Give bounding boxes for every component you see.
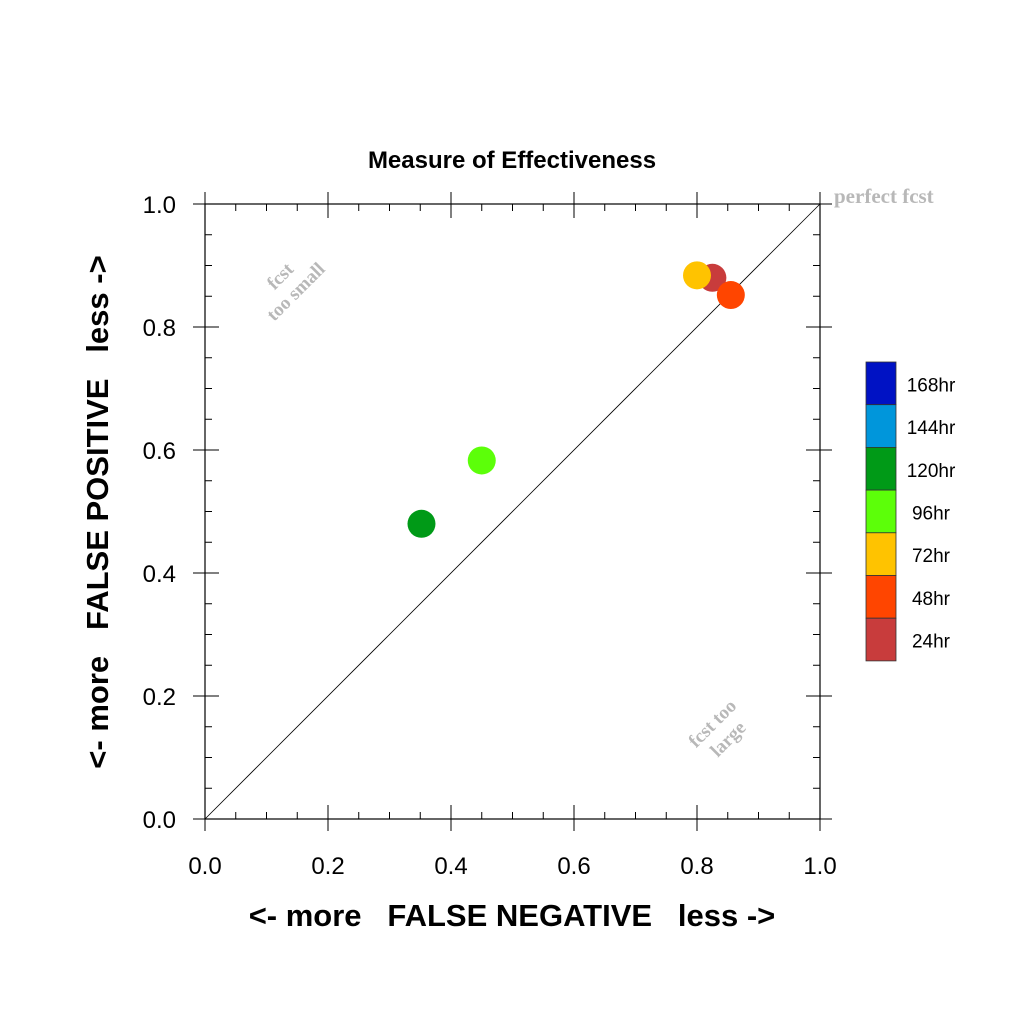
x-tick-label: 0.4 bbox=[434, 853, 467, 880]
legend-swatch-72hr bbox=[865, 532, 897, 576]
annotation-perfect-fcst: perfect fcst bbox=[834, 184, 934, 208]
data-point-72hr bbox=[683, 261, 711, 290]
diagonal-line bbox=[204, 203, 821, 820]
legend-swatch-168hr bbox=[865, 361, 897, 406]
y-tick-label: 0.2 bbox=[143, 684, 176, 711]
x-tick-label: 1.0 bbox=[803, 853, 836, 880]
x-tick-label: 0.8 bbox=[680, 853, 713, 880]
tick-labels: 0.0 0.2 0.4 0.6 0.8 1.0 0.0 0.2 0.4 0.6 0.8 1.0 bbox=[143, 192, 837, 880]
y-axis-label: <- more FALSE POSITIVE less -> bbox=[80, 255, 115, 768]
legend-swatch-96hr bbox=[865, 489, 897, 534]
annotation-fcst-too-small: fcst too small bbox=[263, 259, 330, 326]
perfect-forecast-line bbox=[204, 203, 821, 820]
data-point-48hr bbox=[716, 281, 745, 310]
x-tick-label: 0.6 bbox=[557, 853, 590, 880]
x-tick-label: 0.2 bbox=[311, 853, 344, 880]
data-point-96hr bbox=[467, 446, 496, 475]
y-tick-label: 0.0 bbox=[143, 807, 176, 834]
data-point-120hr bbox=[407, 509, 436, 538]
x-tick-label: 0.0 bbox=[188, 853, 221, 880]
legend-label-96hr: 96hr bbox=[912, 503, 951, 524]
x-axis-label: <- more FALSE NEGATIVE less -> bbox=[249, 898, 776, 933]
y-tick-label: 0.6 bbox=[143, 438, 176, 465]
legend-swatch-24hr bbox=[865, 617, 897, 662]
data-points bbox=[407, 261, 745, 538]
legend-swatch-120hr bbox=[865, 446, 897, 491]
legend-label-168hr: 168hr bbox=[907, 375, 956, 396]
y-tick-label: 0.4 bbox=[143, 561, 176, 588]
chart-title: Measure of Effectiveness bbox=[368, 147, 656, 174]
axis-ticks bbox=[193, 192, 832, 831]
legend-swatch-48hr bbox=[865, 575, 897, 619]
legend-label-24hr: 24hr bbox=[912, 632, 951, 653]
legend-label-48hr: 48hr bbox=[912, 589, 951, 610]
legend-label-120hr: 120hr bbox=[907, 461, 956, 482]
y-tick-label: 1.0 bbox=[143, 192, 176, 219]
legend-label-144hr: 144hr bbox=[907, 418, 956, 439]
legend: 168hr 144hr 120hr 96hr 72hr 48hr 24hr bbox=[865, 361, 956, 662]
annotation-fcst-too-large: fcst too large bbox=[685, 696, 751, 762]
y-tick-label: 0.8 bbox=[143, 315, 176, 342]
legend-swatch-144hr bbox=[865, 404, 897, 448]
legend-label-72hr: 72hr bbox=[912, 546, 951, 567]
